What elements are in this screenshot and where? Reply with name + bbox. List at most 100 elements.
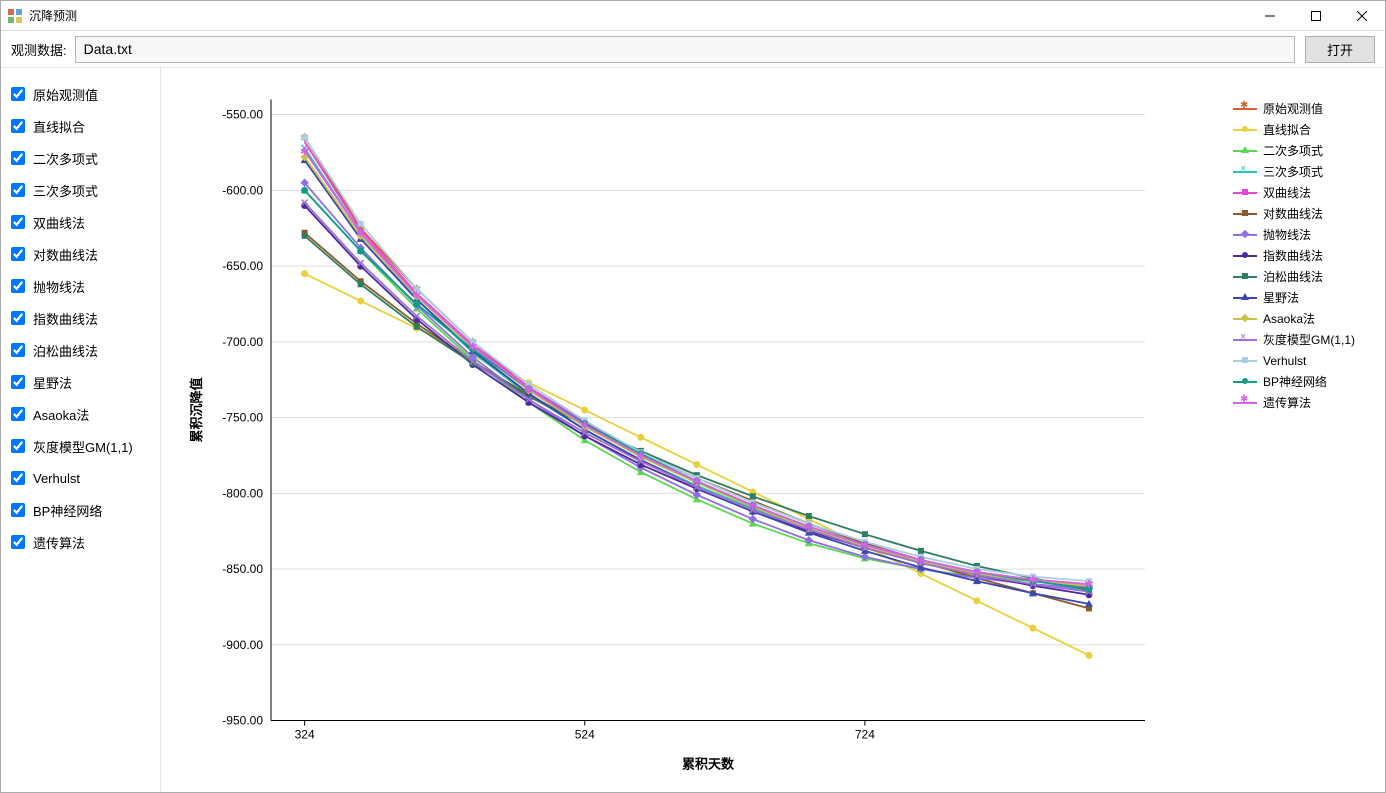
legend-swatch: ✱ <box>1233 108 1257 110</box>
legend-item[interactable]: Asaoka法 <box>1233 308 1355 329</box>
method-checkbox-row[interactable]: 对数曲线法 <box>7 238 154 270</box>
method-label: 指数曲线法 <box>33 309 98 328</box>
legend-label: 双曲线法 <box>1263 184 1311 201</box>
legend-item[interactable]: 星野法 <box>1233 287 1355 308</box>
legend-item[interactable]: 二次多项式 <box>1233 140 1355 161</box>
method-label: Verhulst <box>33 471 80 486</box>
legend-label: 灰度模型GM(1,1) <box>1263 331 1355 348</box>
method-checkbox[interactable] <box>11 311 25 325</box>
close-button[interactable] <box>1339 1 1385 31</box>
legend-label: 泊松曲线法 <box>1263 268 1323 285</box>
method-label: 遗传算法 <box>33 533 85 552</box>
legend-item[interactable]: 泊松曲线法 <box>1233 266 1355 287</box>
svg-text:524: 524 <box>575 728 595 742</box>
method-checkbox-row[interactable]: Asaoka法 <box>7 398 154 430</box>
app-window: 沉降预测 观测数据: 打开 原始观测值直线拟合二次多项式三次多项式双曲线法对数曲… <box>0 0 1386 793</box>
legend-item[interactable]: BP神经网络 <box>1233 371 1355 392</box>
method-checkbox[interactable] <box>11 439 25 453</box>
method-checkbox[interactable] <box>11 87 25 101</box>
method-checkbox-row[interactable]: 二次多项式 <box>7 142 154 174</box>
maximize-button[interactable] <box>1293 1 1339 31</box>
method-checkbox[interactable] <box>11 183 25 197</box>
legend-label: Verhulst <box>1263 354 1306 368</box>
svg-text:✱: ✱ <box>972 567 981 579</box>
method-label: 直线拟合 <box>33 117 85 136</box>
method-checkbox[interactable] <box>11 279 25 293</box>
legend-label: 原始观测值 <box>1263 100 1323 117</box>
minimize-button[interactable] <box>1247 1 1293 31</box>
method-label: 泊松曲线法 <box>33 341 98 360</box>
method-checkbox[interactable] <box>11 215 25 229</box>
method-label: 灰度模型GM(1,1) <box>33 437 133 456</box>
legend-label: Asaoka法 <box>1263 310 1315 327</box>
method-checkbox-row[interactable]: 灰度模型GM(1,1) <box>7 430 154 462</box>
method-checkbox-row[interactable]: 直线拟合 <box>7 110 154 142</box>
open-button[interactable]: 打开 <box>1305 36 1375 63</box>
legend-label: 星野法 <box>1263 289 1299 306</box>
method-label: 三次多项式 <box>33 181 98 200</box>
svg-text:-950.00: -950.00 <box>222 714 263 728</box>
legend-label: 抛物线法 <box>1263 226 1311 243</box>
legend-item[interactable]: ×三次多项式 <box>1233 161 1355 182</box>
method-checkbox[interactable] <box>11 343 25 357</box>
legend-label: BP神经网络 <box>1263 373 1327 390</box>
method-checkbox-row[interactable]: 遗传算法 <box>7 526 154 558</box>
chart-legend: ✱ 原始观测值直线拟合二次多项式×三次多项式双曲线法对数曲线法抛物线法指数曲线法泊… <box>1233 98 1355 413</box>
method-checkbox-row[interactable]: 原始观测值 <box>7 78 154 110</box>
legend-item[interactable]: Verhulst <box>1233 350 1355 371</box>
data-file-input[interactable] <box>75 36 1295 63</box>
method-checkbox[interactable] <box>11 119 25 133</box>
method-label: 二次多项式 <box>33 149 98 168</box>
legend-item[interactable]: 双曲线法 <box>1233 182 1355 203</box>
svg-text:✱: ✱ <box>1084 579 1093 591</box>
svg-text:-800.00: -800.00 <box>222 486 263 500</box>
legend-swatch <box>1233 381 1257 383</box>
method-checkbox-row[interactable]: BP神经网络 <box>7 494 154 526</box>
legend-item[interactable]: 对数曲线法 <box>1233 203 1355 224</box>
legend-label: 指数曲线法 <box>1263 247 1323 264</box>
method-checkbox[interactable] <box>11 503 25 517</box>
app-icon <box>7 8 23 24</box>
method-checkbox-row[interactable]: Verhulst <box>7 462 154 494</box>
window-title: 沉降预测 <box>29 7 1247 24</box>
svg-text:✱: ✱ <box>748 500 757 512</box>
legend-swatch <box>1233 213 1257 215</box>
legend-item[interactable]: 直线拟合 <box>1233 119 1355 140</box>
svg-text:-750.00: -750.00 <box>222 411 263 425</box>
svg-text:累积天数: 累积天数 <box>682 757 735 772</box>
svg-text:✱: ✱ <box>1028 575 1037 587</box>
svg-text:✱: ✱ <box>636 450 645 462</box>
legend-item[interactable]: × 灰度模型GM(1,1) <box>1233 329 1355 350</box>
method-checkbox-row[interactable]: 指数曲线法 <box>7 302 154 334</box>
method-checkbox[interactable] <box>11 375 25 389</box>
legend-item[interactable]: ✱ 原始观测值 <box>1233 98 1355 119</box>
method-checkbox[interactable] <box>11 471 25 485</box>
method-checkbox[interactable] <box>11 247 25 261</box>
method-label: Asaoka法 <box>33 405 89 424</box>
legend-swatch <box>1233 192 1257 194</box>
methods-sidebar: 原始观测值直线拟合二次多项式三次多项式双曲线法对数曲线法抛物线法指数曲线法泊松曲… <box>1 68 161 792</box>
window-controls <box>1247 1 1385 31</box>
legend-item[interactable]: ✱遗传算法 <box>1233 392 1355 413</box>
svg-text:-550.00: -550.00 <box>222 108 263 122</box>
method-checkbox-row[interactable]: 泊松曲线法 <box>7 334 154 366</box>
method-checkbox-row[interactable]: 三次多项式 <box>7 174 154 206</box>
svg-text:✱: ✱ <box>524 384 533 396</box>
legend-item[interactable]: 抛物线法 <box>1233 224 1355 245</box>
method-checkbox-row[interactable]: 抛物线法 <box>7 270 154 302</box>
svg-text:✱: ✱ <box>916 555 925 567</box>
legend-label: 遗传算法 <box>1263 394 1311 411</box>
method-checkbox[interactable] <box>11 151 25 165</box>
svg-text:累积沉降值: 累积沉降值 <box>189 377 204 442</box>
chart-svg: -550.00-600.00-650.00-700.00-750.00-800.… <box>161 78 1375 782</box>
legend-label: 直线拟合 <box>1263 121 1311 138</box>
svg-text:✱: ✱ <box>300 146 309 158</box>
method-checkbox[interactable] <box>11 407 25 421</box>
method-checkbox[interactable] <box>11 535 25 549</box>
method-checkbox-row[interactable]: 星野法 <box>7 366 154 398</box>
legend-swatch: × <box>1233 339 1257 341</box>
method-checkbox-row[interactable]: 双曲线法 <box>7 206 154 238</box>
svg-text:✱: ✱ <box>692 476 701 488</box>
data-file-label: 观测数据: <box>11 40 67 59</box>
legend-item[interactable]: 指数曲线法 <box>1233 245 1355 266</box>
